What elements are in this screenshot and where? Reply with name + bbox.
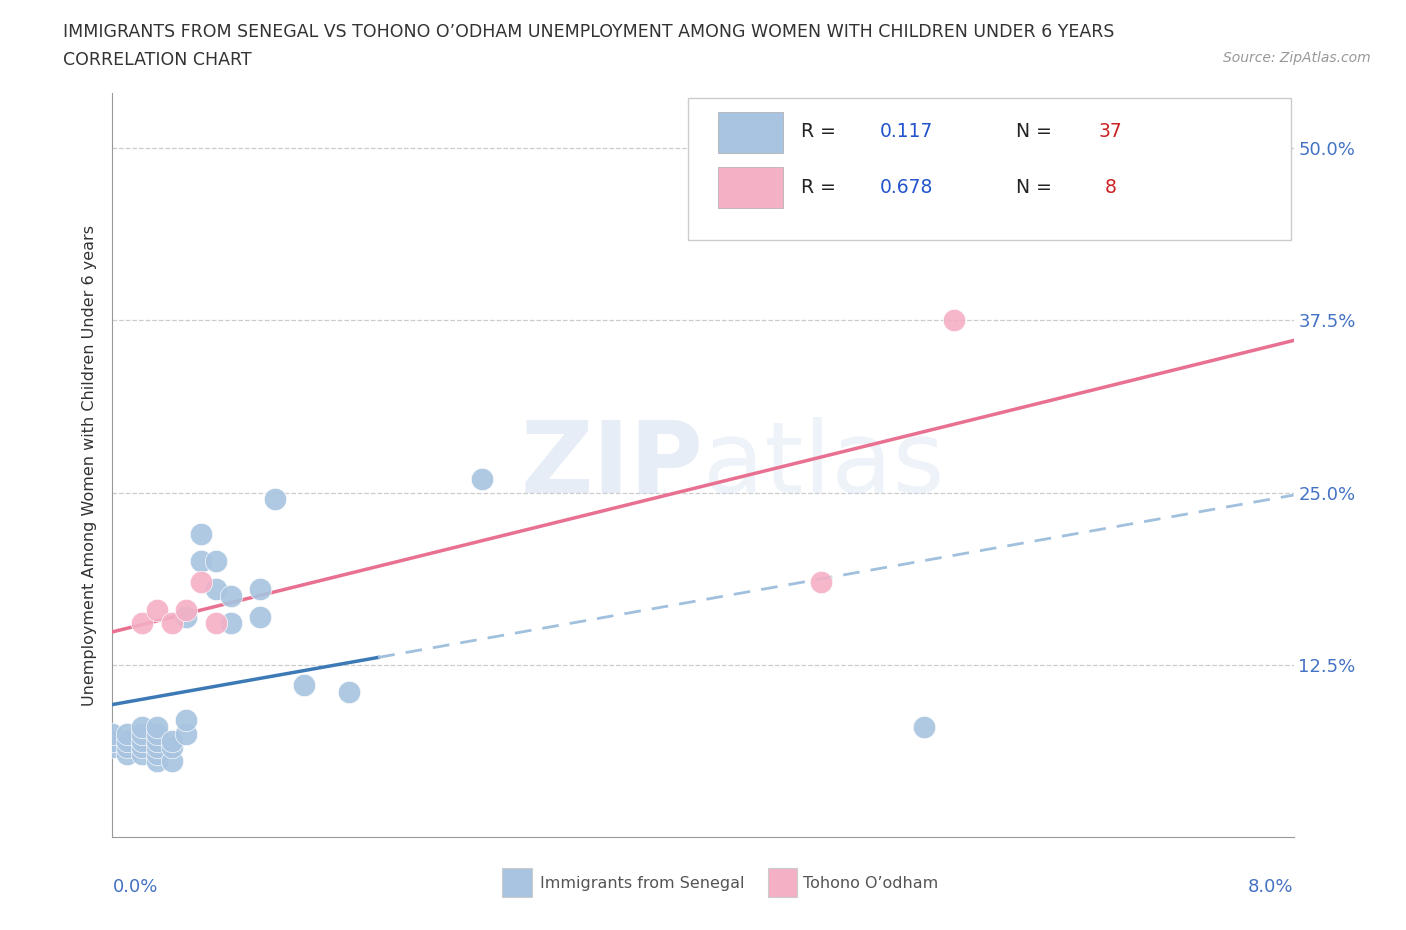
Point [190,526,212,541]
Point [471,472,494,486]
Point [190,554,212,569]
Text: 8.0%: 8.0% [1249,878,1294,896]
Text: R =: R = [801,178,842,197]
Point [117,726,138,741]
Point [810,575,832,590]
Text: atlas: atlas [703,417,945,513]
Point [146,603,169,618]
Point [101,726,124,741]
Point [205,554,228,569]
Point [101,740,124,755]
Point [942,312,965,327]
Point [160,733,183,748]
Text: 0.0%: 0.0% [112,878,157,896]
Bar [502,869,531,897]
Point [219,589,242,604]
Point [160,754,183,769]
Point [292,678,315,693]
Point [131,740,153,755]
Point [146,726,169,741]
Text: ZIP: ZIP [520,417,703,513]
Point [249,581,271,596]
Text: N =: N = [1017,122,1057,141]
Point [205,616,228,631]
Point [146,719,169,734]
Bar [718,112,783,153]
Point [190,575,212,590]
Point [117,740,138,755]
Point [264,492,287,507]
Text: 8: 8 [1098,178,1116,197]
Text: CORRELATION CHART: CORRELATION CHART [63,51,252,69]
Point [131,747,153,762]
Point [146,733,169,748]
Point [117,747,138,762]
Point [117,733,138,748]
Point [146,747,169,762]
Point [174,609,197,624]
Point [131,733,153,748]
Bar [718,167,783,208]
Point [174,726,197,741]
Point [131,616,153,631]
Point [160,616,183,631]
Point [101,733,124,748]
Point [146,754,169,769]
Point [914,719,936,734]
Text: Immigrants from Senegal: Immigrants from Senegal [540,876,745,891]
Text: 0.678: 0.678 [880,178,934,197]
Text: Source: ZipAtlas.com: Source: ZipAtlas.com [1223,51,1371,65]
Y-axis label: Unemployment Among Women with Children Under 6 years: Unemployment Among Women with Children U… [82,224,97,706]
Point [131,719,153,734]
FancyBboxPatch shape [688,99,1291,240]
Bar [768,869,797,897]
Text: 37: 37 [1098,122,1122,141]
Point [174,603,197,618]
Point [146,740,169,755]
Point [205,581,228,596]
Text: Tohono O’odham: Tohono O’odham [803,876,939,891]
Text: 0.117: 0.117 [880,122,934,141]
Point [249,609,271,624]
Point [131,726,153,741]
Text: N =: N = [1017,178,1057,197]
Point [219,616,242,631]
Text: IMMIGRANTS FROM SENEGAL VS TOHONO O’ODHAM UNEMPLOYMENT AMONG WOMEN WITH CHILDREN: IMMIGRANTS FROM SENEGAL VS TOHONO O’ODHA… [63,23,1115,41]
Point [337,684,360,699]
Point [174,712,197,727]
Point [160,740,183,755]
Text: R =: R = [801,122,842,141]
